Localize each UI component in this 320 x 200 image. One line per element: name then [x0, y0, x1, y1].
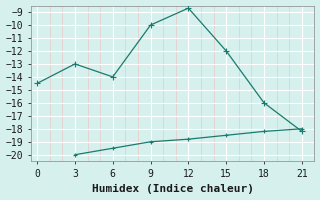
X-axis label: Humidex (Indice chaleur): Humidex (Indice chaleur): [92, 184, 254, 194]
